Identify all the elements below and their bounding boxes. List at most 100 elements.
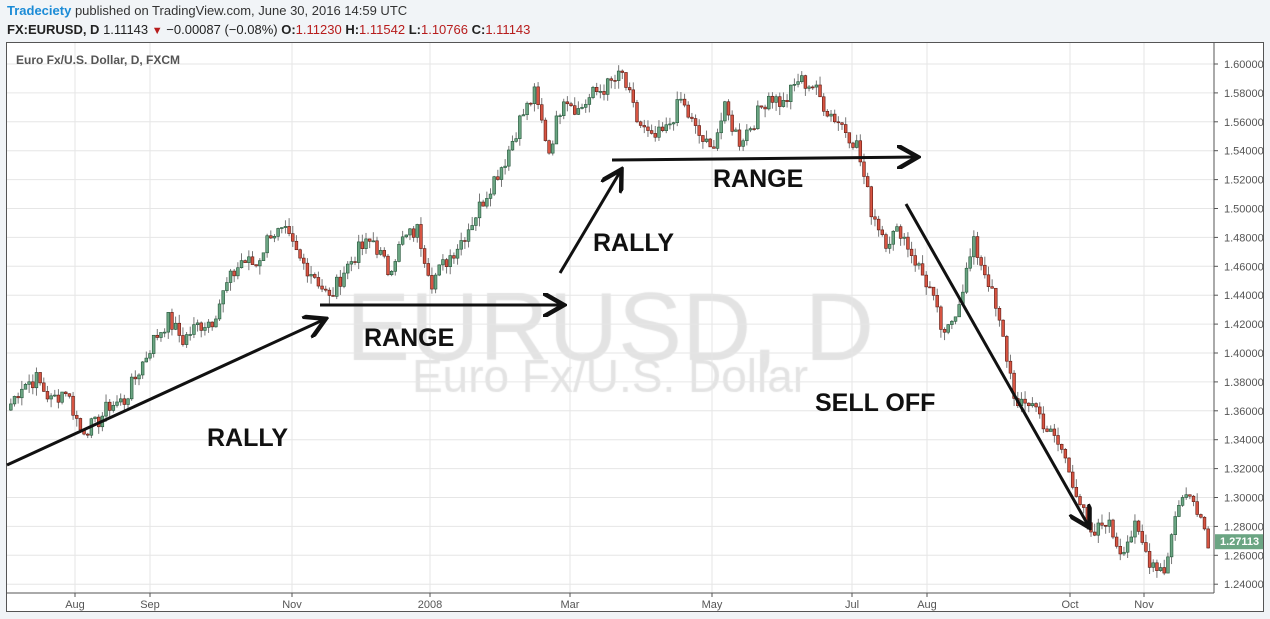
candle <box>12 395 17 407</box>
candle <box>232 268 236 283</box>
candle-body <box>514 138 518 142</box>
candle <box>64 390 68 397</box>
rally-arrow-2 <box>558 172 620 274</box>
chart-label: Euro Fx/U.S. Dollar, D, FXCM <box>16 53 181 67</box>
candle <box>75 410 79 427</box>
candle <box>576 101 581 116</box>
y-tick-label: 1.24000 <box>1224 579 1264 591</box>
candle <box>1147 543 1152 575</box>
candle-body <box>814 84 819 88</box>
candle <box>364 232 368 254</box>
candle-body <box>554 115 559 145</box>
candle-body <box>371 240 376 243</box>
candle <box>536 82 540 110</box>
candle <box>422 245 427 268</box>
candle <box>338 269 343 295</box>
candle-body <box>972 236 976 258</box>
candle-body <box>217 303 222 320</box>
candle-body <box>1034 403 1038 408</box>
candle <box>975 231 980 265</box>
candle <box>1162 559 1166 576</box>
y-tick-label: 1.36000 <box>1224 406 1264 418</box>
candle <box>686 101 690 119</box>
candle-body <box>386 255 390 276</box>
candle-body <box>327 289 332 296</box>
candle-body <box>869 186 874 218</box>
candle-body <box>895 226 899 232</box>
candle-body <box>594 87 599 92</box>
candle <box>111 401 116 413</box>
candle-body <box>247 256 251 263</box>
candle <box>1074 479 1079 498</box>
candle <box>1052 423 1057 443</box>
candle-body <box>953 316 958 322</box>
candle-body <box>162 331 167 334</box>
candle-body <box>946 324 950 333</box>
candle <box>657 120 661 141</box>
candle <box>704 130 709 144</box>
candle-body <box>847 132 852 144</box>
candle-body <box>331 295 335 297</box>
candle-body <box>356 241 361 263</box>
candle <box>521 108 526 117</box>
candle <box>865 172 870 188</box>
candle <box>664 117 668 134</box>
candle-body <box>811 86 815 89</box>
candle-body <box>906 236 910 250</box>
candle-body <box>573 105 577 115</box>
author-link[interactable]: Tradeciety <box>7 3 72 18</box>
candle-body <box>679 98 683 101</box>
candle-body <box>902 236 906 239</box>
candle <box>1089 515 1093 537</box>
candle-body <box>1122 551 1126 555</box>
candle-body <box>316 277 321 287</box>
candle <box>1125 535 1130 558</box>
candle <box>485 191 489 209</box>
candle-body <box>719 120 723 134</box>
candle-body <box>525 102 529 115</box>
candle <box>1060 443 1064 454</box>
candle-body <box>485 198 489 207</box>
candle-body <box>1096 522 1101 536</box>
candle <box>104 394 108 422</box>
candle <box>832 109 837 124</box>
candle-body <box>375 240 379 255</box>
candle <box>126 397 130 409</box>
candle-body <box>1199 514 1203 518</box>
candle-body <box>591 87 595 98</box>
candle-body <box>60 391 64 403</box>
annotation-rally-1: RALLY <box>207 424 288 452</box>
x-tick-label: Sep <box>140 599 160 611</box>
candle <box>679 92 683 104</box>
candle-body <box>1074 487 1079 497</box>
candle-body <box>129 376 134 400</box>
candle <box>93 416 97 423</box>
candle-body <box>723 101 727 122</box>
candle-body <box>12 396 17 405</box>
candle <box>342 266 346 289</box>
x-tick-label: Oct <box>1061 599 1078 611</box>
open-label: O: <box>281 22 296 37</box>
candle <box>854 134 859 149</box>
candle-body <box>133 376 138 380</box>
candle <box>1133 514 1137 544</box>
candle-body <box>851 142 855 148</box>
candle-body <box>1188 494 1192 497</box>
candle <box>181 327 185 347</box>
candle <box>767 92 771 111</box>
candlestick-chart[interactable]: 1.60000 1.58000 1.56000 1.54000 1.52000 1.500… <box>6 42 1264 612</box>
candle <box>840 122 844 130</box>
candle-body <box>122 398 127 405</box>
candle <box>49 393 53 408</box>
annotation-rally-2: RALLY <box>593 229 674 257</box>
candle <box>1180 495 1185 507</box>
candle-body <box>1184 494 1188 498</box>
candle <box>668 117 672 130</box>
candle-body <box>964 267 969 293</box>
candle-body <box>510 141 515 151</box>
candle <box>573 97 577 116</box>
candle-body <box>437 264 441 276</box>
candle-body <box>1027 402 1031 407</box>
candle-body <box>997 308 1002 321</box>
candle <box>166 312 170 339</box>
